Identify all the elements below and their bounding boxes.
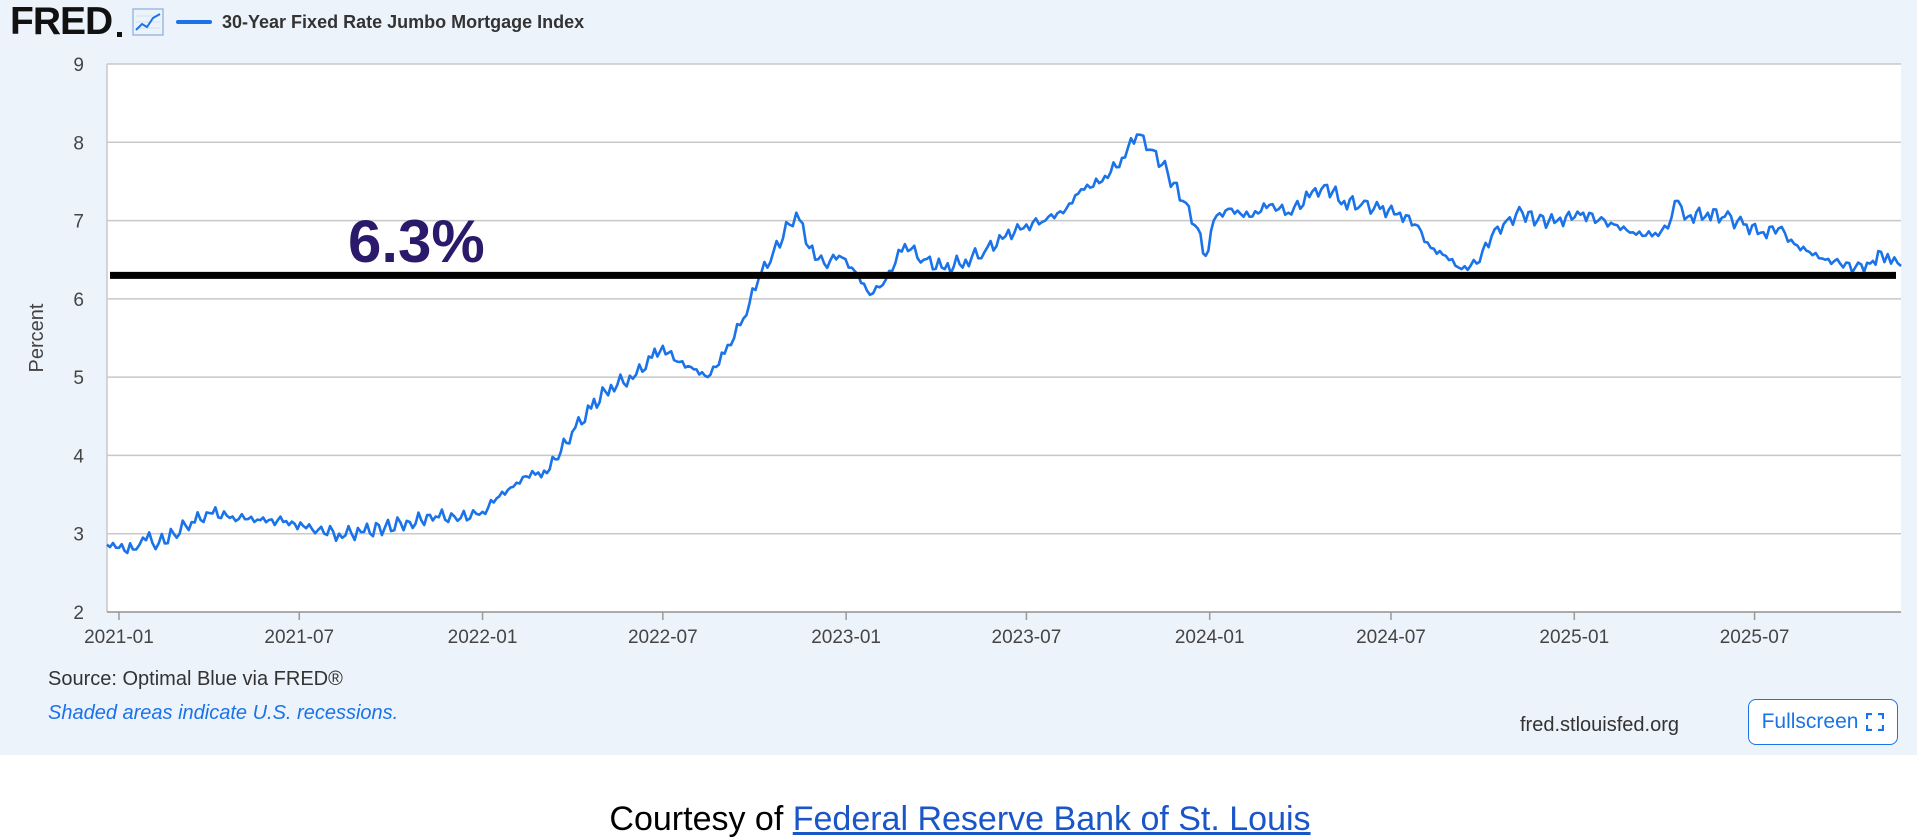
y-tick-label: 8 <box>73 133 84 154</box>
fullscreen-button[interactable]: Fullscreen <box>1748 699 1898 745</box>
fred-logo-dot <box>117 32 122 37</box>
y-tick-label: 5 <box>73 368 84 389</box>
fullscreen-label: Fullscreen <box>1761 710 1859 733</box>
x-tick-label: 2023-07 <box>992 627 1062 648</box>
x-tick-label: 2021-01 <box>84 627 154 648</box>
y-tick-label: 6 <box>73 290 84 311</box>
x-tick-label: 2022-07 <box>628 627 698 648</box>
x-tick-label: 2021-07 <box>264 627 334 648</box>
y-tick-label: 3 <box>73 525 84 546</box>
graph-icon <box>132 8 164 36</box>
line-chart: 2 3 4 5 6 7 8 9 Percent 2021-01 2021-07 2022-01 2022… <box>26 55 1902 648</box>
annotation-label: 6.3% <box>348 208 485 275</box>
y-tick-label: 7 <box>73 212 84 233</box>
source-note: Source: Optimal Blue via FRED® <box>48 668 343 690</box>
courtesy-prefix: Courtesy of <box>609 800 793 838</box>
plot-area <box>107 64 1901 612</box>
chart-legend: 30-Year Fixed Rate Jumbo Mortgage Index <box>176 8 584 36</box>
x-tick-label: 2025-01 <box>1539 627 1609 648</box>
courtesy-line: Courtesy of Federal Reserve Bank of St. … <box>0 800 1920 839</box>
y-tick-label: 2 <box>73 603 84 624</box>
x-tick-label: 2022-01 <box>448 627 518 648</box>
legend-series-label: 30-Year Fixed Rate Jumbo Mortgage Index <box>222 11 585 32</box>
series-line <box>106 133 1902 555</box>
federal-reserve-link[interactable]: Federal Reserve Bank of St. Louis <box>792 800 1311 838</box>
fred-logo[interactable]: FRED <box>10 0 113 43</box>
x-tick-label: 2024-01 <box>1175 627 1245 648</box>
recession-note: Shaded areas indicate U.S. recessions. <box>48 702 399 724</box>
x-tick-label: 2025-07 <box>1720 627 1790 648</box>
y-axis-label: Percent <box>26 303 48 372</box>
y-tick-label: 4 <box>73 446 84 467</box>
x-tick-label: 2024-07 <box>1356 627 1426 648</box>
fred-url[interactable]: fred.stlouisfed.org <box>1520 714 1679 736</box>
fullscreen-icon <box>1866 713 1885 731</box>
y-tick-label: 9 <box>73 55 84 76</box>
legend-swatch <box>176 20 212 24</box>
fred-chart-panel: FRED 30-Year Fixed Rate Jumbo Mortgage I… <box>0 0 1917 755</box>
x-tick-label: 2023-01 <box>811 627 881 648</box>
